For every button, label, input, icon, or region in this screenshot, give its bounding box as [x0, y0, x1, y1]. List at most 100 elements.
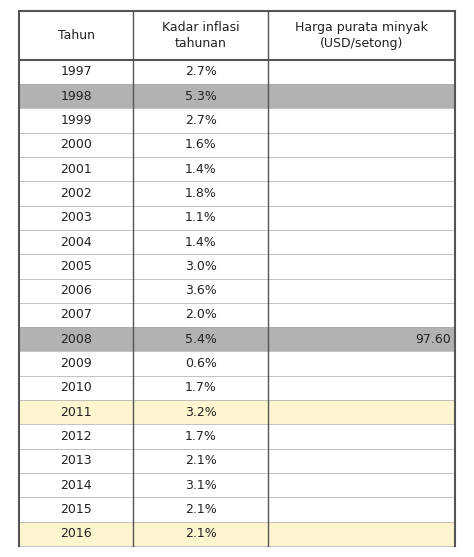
Bar [268, 60, 455, 84]
Bar [133, 60, 268, 84]
Bar [268, 376, 455, 400]
Bar [268, 448, 455, 473]
Bar [133, 11, 268, 60]
Bar [19, 230, 133, 254]
Bar [268, 157, 455, 181]
Bar [19, 11, 133, 60]
Text: 1999: 1999 [60, 114, 92, 127]
Bar [133, 133, 268, 157]
Text: 1.4%: 1.4% [185, 163, 217, 175]
Text: 5.3%: 5.3% [185, 90, 217, 102]
Text: 1.8%: 1.8% [185, 187, 217, 200]
Text: 2.7%: 2.7% [185, 65, 217, 79]
Bar [19, 206, 133, 230]
Text: 2002: 2002 [60, 187, 92, 200]
Bar [133, 351, 268, 376]
Bar [19, 448, 133, 473]
Bar [133, 254, 268, 278]
Text: 2012: 2012 [60, 430, 92, 443]
Text: 2.1%: 2.1% [185, 527, 217, 540]
Text: 1.4%: 1.4% [185, 236, 217, 248]
Text: 2003: 2003 [60, 211, 92, 224]
Bar [19, 181, 133, 206]
Bar [268, 473, 455, 497]
Bar [133, 473, 268, 497]
Text: 2006: 2006 [60, 284, 92, 297]
Bar [19, 327, 133, 351]
Text: 2015: 2015 [60, 503, 92, 516]
Text: 1.7%: 1.7% [185, 430, 217, 443]
Bar [268, 254, 455, 278]
Bar [133, 84, 268, 109]
Bar [268, 133, 455, 157]
Bar [133, 303, 268, 327]
Bar [133, 327, 268, 351]
Text: 2010: 2010 [60, 382, 92, 394]
Text: 2016: 2016 [60, 527, 92, 540]
Text: 3.0%: 3.0% [185, 260, 217, 273]
Bar [268, 230, 455, 254]
Text: Tahun: Tahun [57, 29, 95, 42]
Text: 1.1%: 1.1% [185, 211, 217, 224]
Bar [133, 157, 268, 181]
Text: 2013: 2013 [60, 455, 92, 467]
Text: 1.7%: 1.7% [185, 382, 217, 394]
Text: 1.6%: 1.6% [185, 138, 217, 152]
Bar [19, 278, 133, 303]
Text: 2009: 2009 [60, 357, 92, 370]
Bar [19, 109, 133, 133]
Text: 3.1%: 3.1% [185, 478, 217, 492]
Bar [19, 254, 133, 278]
Bar [268, 351, 455, 376]
Bar [268, 181, 455, 206]
Text: 2007: 2007 [60, 309, 92, 321]
Bar [268, 521, 455, 546]
Bar [268, 327, 455, 351]
Bar [19, 157, 133, 181]
Text: Kadar inflasi
tahunan: Kadar inflasi tahunan [162, 21, 239, 50]
Text: 2.1%: 2.1% [185, 503, 217, 516]
Text: 1998: 1998 [60, 90, 92, 102]
Text: 3.6%: 3.6% [185, 284, 217, 297]
Bar [133, 376, 268, 400]
Bar [268, 84, 455, 109]
Bar [19, 400, 133, 424]
Text: 2011: 2011 [60, 405, 92, 419]
Bar [133, 109, 268, 133]
Text: 2008: 2008 [60, 333, 92, 346]
Bar [268, 497, 455, 521]
Bar [19, 303, 133, 327]
Bar [133, 278, 268, 303]
Bar [19, 424, 133, 448]
Text: 2.1%: 2.1% [185, 455, 217, 467]
Bar [19, 376, 133, 400]
Text: 97.60: 97.60 [416, 333, 451, 346]
Bar [133, 497, 268, 521]
Text: Harga purata minyak
(USD/setong): Harga purata minyak (USD/setong) [295, 21, 428, 50]
Bar [19, 84, 133, 109]
Bar [19, 60, 133, 84]
Bar [268, 11, 455, 60]
Text: 2.0%: 2.0% [185, 309, 217, 321]
Bar [133, 230, 268, 254]
Bar [268, 400, 455, 424]
Text: 5.4%: 5.4% [185, 333, 217, 346]
Bar [133, 521, 268, 546]
Bar [133, 424, 268, 448]
Bar [19, 351, 133, 376]
Bar [268, 206, 455, 230]
Text: 0.6%: 0.6% [185, 357, 217, 370]
Bar [19, 473, 133, 497]
Text: 2000: 2000 [60, 138, 92, 152]
Bar [19, 521, 133, 546]
Bar [133, 181, 268, 206]
Bar [268, 109, 455, 133]
Bar [133, 448, 268, 473]
Bar [133, 400, 268, 424]
Text: 2001: 2001 [60, 163, 92, 175]
Bar [268, 424, 455, 448]
Text: 1997: 1997 [60, 65, 92, 79]
Text: 2005: 2005 [60, 260, 92, 273]
Text: 2014: 2014 [60, 478, 92, 492]
Bar [19, 133, 133, 157]
